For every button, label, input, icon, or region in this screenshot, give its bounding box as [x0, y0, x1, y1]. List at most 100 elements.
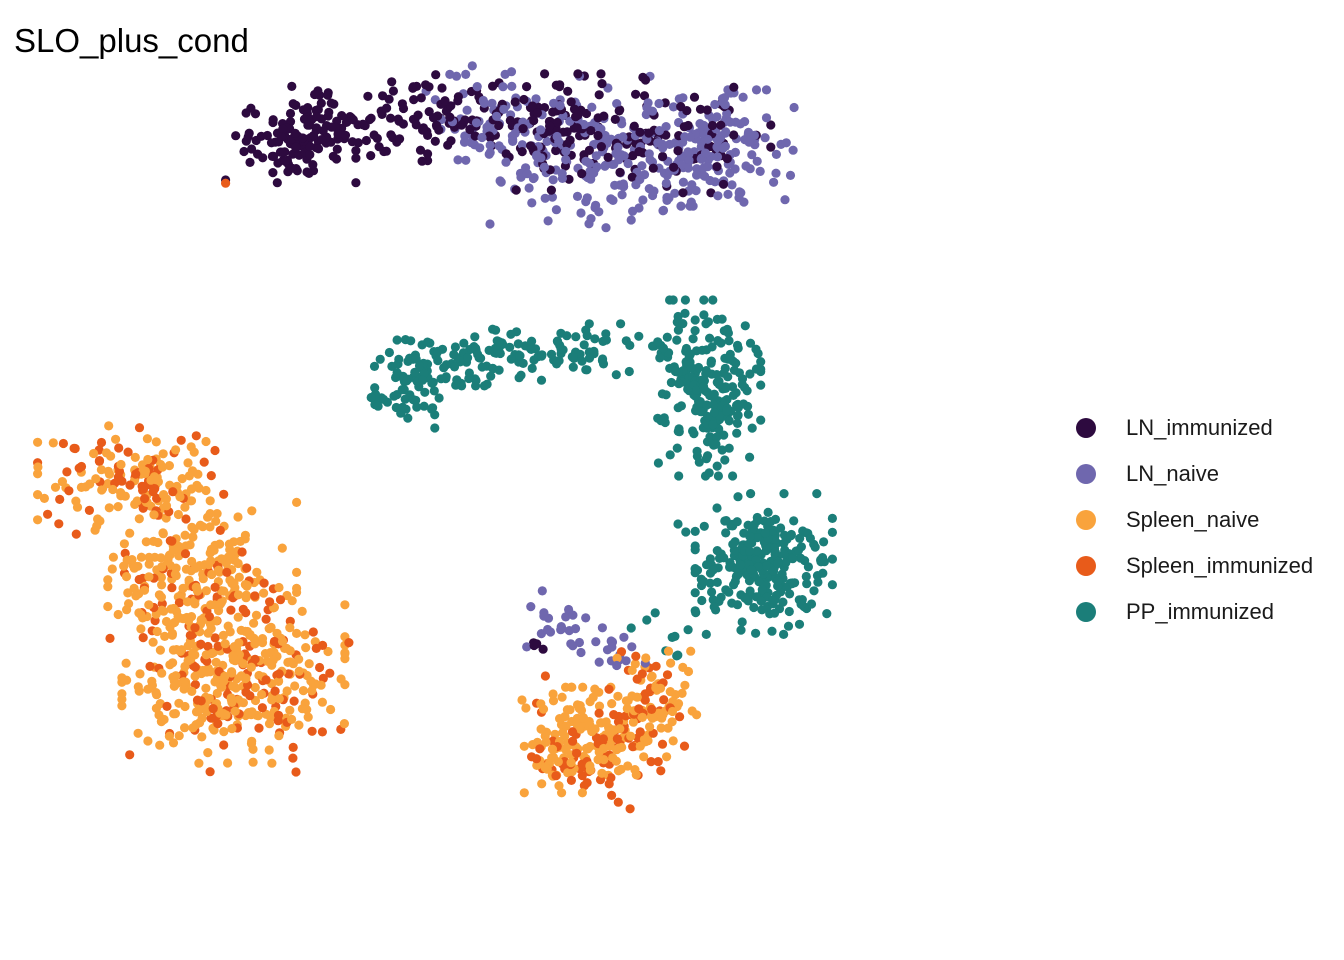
- point-ln-immunized: [351, 146, 361, 156]
- point-pp-immunized: [479, 381, 489, 391]
- point-pp-immunized: [449, 362, 460, 372]
- point-ln-immunized: [661, 130, 671, 140]
- point-spleen-naive: [630, 765, 640, 775]
- point-ln-immunized: [245, 157, 255, 167]
- point-spleen-naive: [294, 666, 304, 676]
- point-spleen-immunized: [138, 633, 148, 643]
- point-ln-naive: [619, 632, 629, 642]
- point-spleen-naive: [142, 434, 152, 444]
- point-pp-immunized: [703, 411, 713, 422]
- point-spleen-immunized: [148, 487, 158, 497]
- point-pp-immunized: [712, 314, 722, 324]
- point-pp-immunized: [778, 597, 788, 607]
- point-pp-immunized: [736, 560, 746, 570]
- point-spleen-naive: [597, 768, 607, 778]
- point-ln-immunized: [285, 108, 296, 119]
- point-ln-immunized: [287, 163, 297, 173]
- point-spleen-immunized: [250, 654, 260, 664]
- point-spleen-naive: [188, 532, 198, 542]
- point-spleen-naive: [264, 719, 275, 729]
- point-spleen-naive: [282, 686, 292, 696]
- point-spleen-immunized: [215, 525, 225, 536]
- point-pp-immunized: [790, 578, 800, 588]
- point-spleen-naive: [173, 509, 183, 520]
- point-spleen-naive: [107, 564, 117, 574]
- point-ln-immunized: [423, 149, 433, 159]
- point-spleen-naive: [292, 497, 302, 507]
- point-ln-naive: [536, 125, 546, 135]
- point-ln-immunized: [766, 120, 776, 130]
- point-spleen-immunized: [64, 486, 74, 496]
- point-ln-immunized: [644, 128, 654, 138]
- point-spleen-immunized: [613, 797, 623, 807]
- point-pp-immunized: [459, 338, 469, 348]
- point-pp-immunized: [712, 370, 722, 380]
- point-pp-immunized: [711, 439, 721, 449]
- point-ln-immunized: [428, 113, 439, 123]
- point-ln-naive: [785, 170, 796, 180]
- point-pp-immunized: [719, 430, 729, 440]
- point-ln-naive: [725, 117, 735, 127]
- point-spleen-naive: [268, 655, 278, 665]
- point-ln-naive: [788, 145, 798, 155]
- point-pp-immunized: [518, 358, 528, 368]
- point-spleen-naive: [175, 646, 185, 657]
- point-ln-immunized: [682, 106, 692, 116]
- point-ln-immunized: [398, 103, 409, 114]
- point-ln-naive: [526, 602, 536, 612]
- point-spleen-naive: [122, 605, 132, 615]
- point-spleen-naive: [532, 760, 542, 771]
- point-pp-immunized: [783, 621, 794, 631]
- point-ln-immunized: [302, 167, 312, 177]
- point-pp-immunized: [439, 363, 449, 373]
- point-pp-immunized: [536, 375, 547, 385]
- point-ln-immunized: [318, 126, 328, 136]
- point-spleen-immunized: [265, 597, 275, 607]
- point-pp-immunized: [779, 629, 789, 640]
- point-pp-immunized: [756, 380, 766, 390]
- point-spleen-naive: [683, 666, 694, 677]
- point-pp-immunized: [745, 338, 756, 348]
- point-ln-immunized: [603, 152, 613, 162]
- point-spleen-immunized: [540, 671, 551, 681]
- point-ln-immunized: [615, 167, 625, 177]
- point-ln-naive: [626, 215, 636, 225]
- point-ln-naive: [472, 82, 482, 92]
- legend-key-pp-immunized: [1076, 602, 1096, 622]
- point-ln-immunized: [239, 146, 249, 157]
- point-pp-immunized: [680, 295, 691, 305]
- point-pp-immunized: [692, 385, 702, 395]
- point-ln-immunized: [361, 135, 371, 146]
- point-ln-immunized: [494, 120, 504, 131]
- point-spleen-naive: [234, 572, 244, 582]
- point-pp-immunized: [806, 599, 817, 609]
- point-spleen-immunized: [185, 630, 195, 641]
- point-pp-immunized: [740, 321, 750, 331]
- point-spleen-naive: [197, 616, 207, 626]
- point-pp-immunized: [650, 608, 660, 618]
- point-pp-immunized: [722, 406, 732, 416]
- point-ln-immunized: [648, 163, 658, 173]
- point-ln-immunized: [584, 145, 595, 155]
- point-ln-naive: [684, 155, 694, 165]
- point-spleen-naive: [575, 722, 585, 732]
- point-spleen-naive: [160, 631, 170, 642]
- point-spleen-naive: [643, 736, 653, 746]
- point-pp-immunized: [673, 325, 684, 335]
- point-pp-immunized: [719, 553, 729, 563]
- point-ln-naive: [508, 136, 518, 146]
- point-ln-immunized: [290, 128, 300, 138]
- point-spleen-immunized: [241, 608, 251, 618]
- point-pp-immunized: [802, 579, 812, 589]
- point-spleen-immunized: [167, 536, 177, 546]
- point-spleen-immunized: [213, 641, 223, 652]
- point-spleen-naive: [249, 618, 259, 628]
- point-spleen-naive: [161, 616, 172, 627]
- point-spleen-immunized: [531, 754, 542, 764]
- point-spleen-immunized: [261, 675, 271, 685]
- point-spleen-immunized: [315, 662, 325, 673]
- point-spleen-naive: [113, 609, 123, 620]
- point-spleen-naive: [113, 502, 123, 512]
- point-ln-immunized: [766, 142, 776, 152]
- point-spleen-immunized: [210, 633, 220, 643]
